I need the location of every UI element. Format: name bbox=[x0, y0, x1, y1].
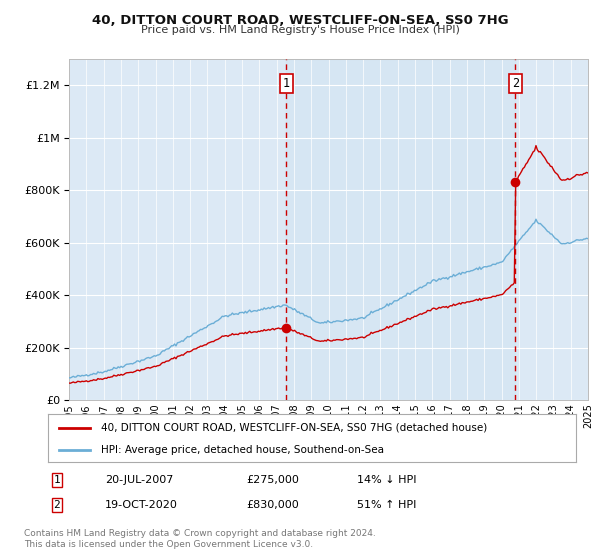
Text: 1: 1 bbox=[283, 77, 290, 90]
Text: Contains HM Land Registry data © Crown copyright and database right 2024.
This d: Contains HM Land Registry data © Crown c… bbox=[24, 529, 376, 549]
Text: £275,000: £275,000 bbox=[246, 475, 299, 485]
Text: 19-OCT-2020: 19-OCT-2020 bbox=[105, 500, 178, 510]
Text: 40, DITTON COURT ROAD, WESTCLIFF-ON-SEA, SS0 7HG (detached house): 40, DITTON COURT ROAD, WESTCLIFF-ON-SEA,… bbox=[101, 423, 487, 433]
Text: 14% ↓ HPI: 14% ↓ HPI bbox=[357, 475, 416, 485]
Text: 51% ↑ HPI: 51% ↑ HPI bbox=[357, 500, 416, 510]
Text: HPI: Average price, detached house, Southend-on-Sea: HPI: Average price, detached house, Sout… bbox=[101, 445, 384, 455]
Text: Price paid vs. HM Land Registry's House Price Index (HPI): Price paid vs. HM Land Registry's House … bbox=[140, 25, 460, 35]
Bar bbox=[286, 59, 515, 400]
Text: 40, DITTON COURT ROAD, WESTCLIFF-ON-SEA, SS0 7HG: 40, DITTON COURT ROAD, WESTCLIFF-ON-SEA,… bbox=[92, 14, 508, 27]
Text: £830,000: £830,000 bbox=[246, 500, 299, 510]
Text: 1: 1 bbox=[53, 475, 61, 485]
Text: 2: 2 bbox=[512, 77, 519, 90]
Text: 20-JUL-2007: 20-JUL-2007 bbox=[105, 475, 173, 485]
Text: 2: 2 bbox=[53, 500, 61, 510]
